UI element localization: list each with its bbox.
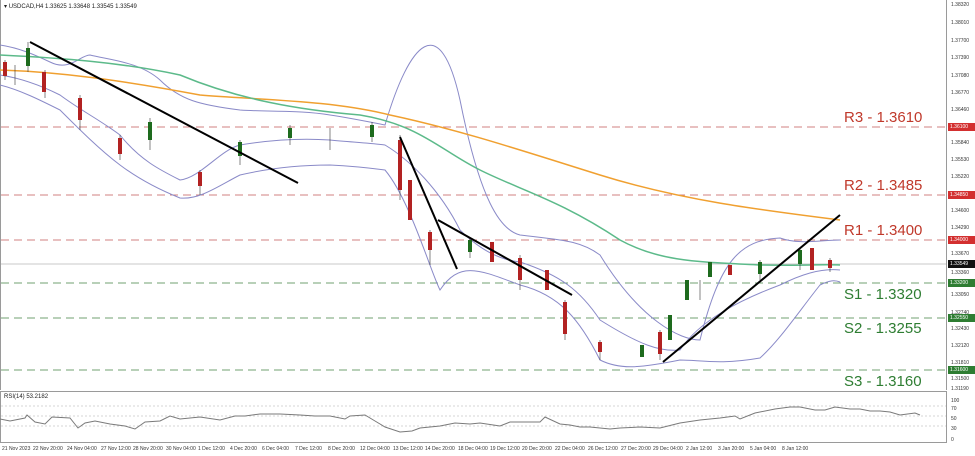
r1-label: R1 - 1.3400	[844, 222, 923, 239]
s3-label: S3 - 1.3160	[844, 373, 922, 390]
price-chart-svg	[0, 41, 946, 371]
support-lines	[1, 282, 946, 371]
chart-title: ▾ USDCAD,H4 1.33625 1.33648 1.33545 1.33…	[4, 3, 137, 10]
s1-label: S1 - 1.3320	[844, 286, 922, 303]
r2-price-tag: 1.34850	[948, 191, 975, 199]
r3-label: R3 - 1.3610	[844, 109, 923, 126]
candles	[3, 42, 832, 360]
r1-price-tag: 1.34000	[948, 236, 975, 244]
rsi-label: RSI(14) 53.2182	[4, 394, 49, 400]
current-price-tag: 1.33549	[948, 260, 975, 268]
rsi-panel[interactable]	[0, 391, 947, 443]
s2-price-tag: 1.32550	[948, 314, 975, 322]
rsi-chart-svg	[0, 405, 946, 433]
trendlines	[29, 41, 841, 363]
ohlc-values: 1.33625 1.33648 1.33545 1.33549	[45, 4, 137, 10]
rsi-line	[0, 406, 921, 433]
s3-price-tag: 1.31600	[948, 366, 975, 374]
s2-label: S2 - 1.3255	[844, 320, 922, 337]
collapse-arrow-icon: ▾	[4, 4, 8, 10]
price-chart-panel[interactable]	[0, 0, 947, 390]
ma-medium	[0, 54, 841, 267]
resistance-lines	[1, 126, 946, 241]
r2-label: R2 - 1.3485	[844, 177, 923, 194]
r3-price-tag: 1.36100	[948, 123, 975, 131]
s1-price-tag: 1.33200	[948, 279, 975, 287]
symbol-timeframe: USDCAD,H4	[8, 4, 44, 10]
ma-slow	[0, 69, 841, 221]
bollinger-bands	[0, 44, 841, 368]
